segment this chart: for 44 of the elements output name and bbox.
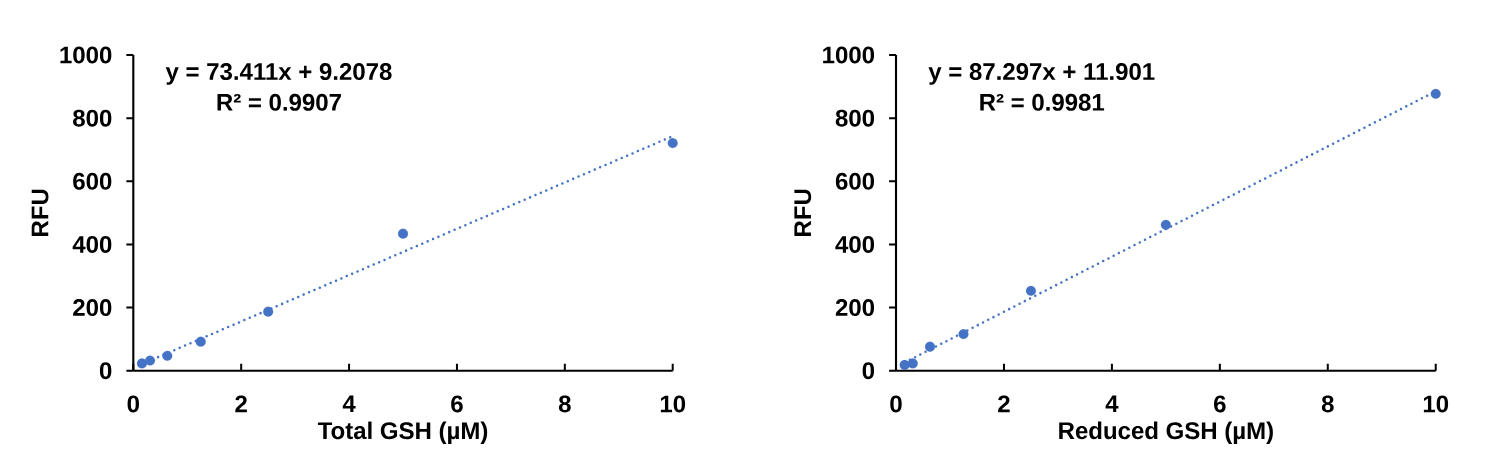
point [667,138,678,149]
annotation: y = 87.297x + 11.901 [928,63,1155,85]
point [1025,285,1036,296]
point [1430,88,1441,99]
y-axis-title: RFU [794,189,812,236]
point [162,350,173,361]
y-tick-label: 0 [99,362,112,380]
x-tick-label: 6 [1214,395,1226,413]
y-tick-label: 0 [862,362,875,380]
y-tick-label: 400 [72,235,112,253]
y-tick-label: 400 [835,235,875,253]
x-tick-label: 4 [1105,395,1119,412]
x-tick-label: 4 [342,395,356,412]
y-tick-label: 200 [73,299,112,317]
x-tick-label: 0 [127,395,139,413]
x-tick-label: 0 [890,395,902,413]
point [195,336,206,347]
x-tick-label: 8 [1321,395,1334,413]
y-tick-label: 200 [835,299,875,317]
x-axis-title: Total GSH (µM) [317,421,488,444]
point [925,341,936,352]
point [263,306,274,317]
annotation: y = 73.411x + 9.2078 [165,63,392,85]
y-tick-label: 1000 [823,46,875,64]
point [1160,219,1171,230]
y-tick-label: 800 [835,109,875,127]
x-tick-label: 2 [235,395,247,413]
point [958,329,969,340]
x-axis-title: Reduced GSH (µM) [1059,421,1273,444]
x-tick-label: 8 [558,395,571,413]
y-tick-label: 600 [835,172,875,190]
x-tick-label: 2 [998,395,1010,413]
x-tick-label: 10 [660,395,686,413]
point [907,358,918,369]
point [398,228,409,239]
y-tick-label: 1000 [60,46,112,64]
y-axis-title: RFU [31,189,49,236]
point [145,355,156,366]
annotation: R² = 0.9907 [217,93,341,111]
annotation: R² = 0.9981 [980,93,1105,111]
x-tick-label: 6 [451,395,463,413]
y-tick-label: 600 [73,172,112,190]
x-tick-label: 10 [1423,395,1449,413]
y-tick-label: 800 [73,109,112,127]
